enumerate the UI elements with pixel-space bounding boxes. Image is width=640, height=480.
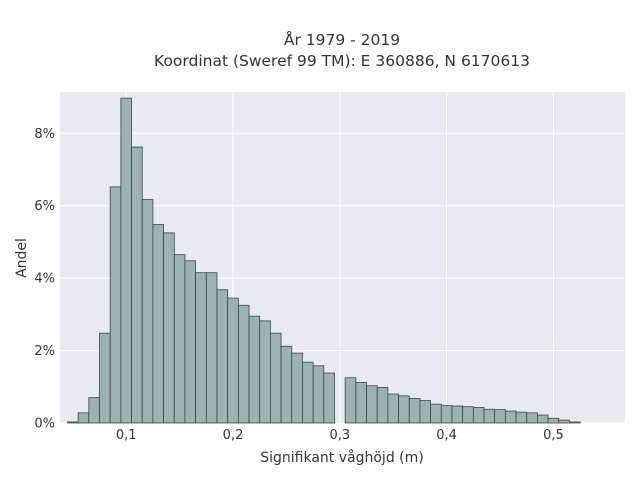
y-tick-label: 0%: [34, 417, 55, 432]
histogram-bar: [515, 411, 528, 424]
histogram-bar: [99, 332, 111, 424]
histogram-bar: [152, 224, 165, 424]
histogram-bar: [227, 297, 239, 424]
histogram-bar: [558, 419, 570, 424]
histogram-bar: [195, 272, 207, 424]
histogram-bar: [419, 400, 432, 424]
histogram-bar: [366, 385, 378, 424]
histogram-bar: [270, 332, 282, 424]
histogram-bar: [184, 260, 197, 424]
histogram-bars: [67, 97, 581, 424]
histogram-bar: [323, 372, 335, 424]
histogram-bar: [462, 406, 474, 424]
histogram-bar: [526, 412, 538, 424]
x-tick-label: 0,1: [116, 428, 137, 443]
y-tick-label: 2%: [34, 344, 55, 359]
histogram-bar: [547, 417, 560, 424]
histogram-bar: [376, 387, 389, 424]
x-axis-title: Signifikant våghöjd (m): [260, 449, 423, 466]
y-axis-title: Andel: [14, 238, 30, 278]
histogram-bar: [451, 405, 464, 424]
histogram-bar: [440, 405, 453, 424]
chart-title-line-1: År 1979 - 2019: [284, 30, 400, 49]
histogram-bar: [259, 320, 271, 424]
chart-title-line-2: Koordinat (Sweref 99 TM): E 360886, N 61…: [154, 52, 530, 70]
histogram-bar: [398, 395, 410, 424]
histogram-bar: [430, 403, 442, 424]
histogram-bar: [163, 232, 175, 424]
histogram-bar: [237, 304, 250, 424]
histogram-bar: [216, 289, 229, 424]
histogram-bar: [131, 146, 143, 424]
histogram-bar: [569, 421, 581, 424]
histogram-bar: [291, 352, 303, 424]
y-tick-label: 4%: [34, 272, 55, 287]
histogram-bar: [280, 345, 293, 424]
y-tick-label: 8%: [34, 127, 55, 142]
x-tick-label: 0,3: [329, 428, 350, 443]
histogram-bar: [472, 407, 485, 424]
histogram-bar: [120, 97, 132, 424]
histogram-bar: [173, 254, 186, 424]
x-tick-label: 0,5: [543, 428, 564, 443]
histogram-bar: [408, 397, 421, 424]
histogram-bar: [302, 361, 314, 424]
histogram-bar: [483, 408, 496, 424]
x-tick-label: 0,4: [436, 428, 457, 443]
x-tick-label: 0,2: [223, 428, 244, 443]
histogram-bar: [205, 272, 218, 424]
histogram-bar: [248, 315, 261, 424]
histogram-bar: [77, 412, 90, 424]
histogram-bar: [494, 409, 506, 424]
y-tick-label: 6%: [34, 199, 55, 214]
histogram-bar: [355, 382, 367, 424]
x-axis-ticks: 0,1 0,2 0,3 0,4 0,5: [116, 428, 564, 443]
histogram-bar: [88, 397, 100, 424]
histogram-bar: [344, 377, 357, 424]
histogram-bar: [109, 186, 122, 424]
histogram-bar: [312, 365, 325, 424]
histogram-bar: [67, 421, 79, 424]
histogram-bar: [504, 410, 517, 424]
histogram-bar: [537, 414, 549, 424]
histogram-bar: [387, 393, 399, 424]
histogram-bar: [141, 199, 154, 424]
y-axis-ticks: 0% 2% 4% 6% 8%: [34, 127, 55, 432]
